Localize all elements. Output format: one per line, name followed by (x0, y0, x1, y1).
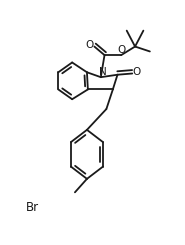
Text: O: O (117, 45, 126, 55)
Text: O: O (86, 40, 94, 50)
Text: O: O (132, 67, 140, 77)
Text: Br: Br (26, 200, 39, 214)
Text: N: N (99, 67, 107, 77)
